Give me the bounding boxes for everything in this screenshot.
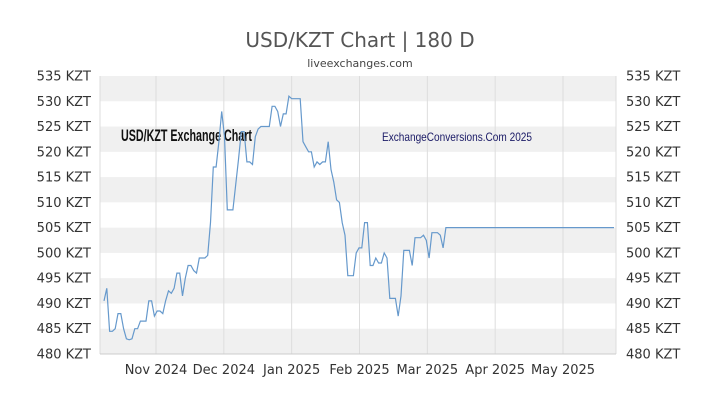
y-axis-left-labels: 480 KZT 485 KZT 490 KZT 495 KZT 500 KZT 505 K… — [37, 70, 91, 363]
y-tick-label-left: 485 KZT — [37, 322, 91, 337]
y-tick-label-left: 480 KZT — [37, 348, 91, 363]
grid-band — [100, 328, 616, 354]
x-tick-label: Mar 2025 — [396, 363, 458, 378]
grid-band — [100, 177, 616, 203]
grid-bands — [100, 76, 616, 354]
chart-watermark-title: USD/KZT Exchange Chart — [121, 126, 252, 145]
grid-band — [100, 76, 616, 102]
y-tick-label-right: 490 KZT — [626, 297, 680, 312]
y-tick-label-right: 530 KZT — [626, 95, 680, 110]
x-tick-label: Apr 2025 — [465, 363, 525, 378]
y-tick-label-right: 485 KZT — [626, 322, 680, 337]
x-tick-label: Feb 2025 — [329, 363, 389, 378]
x-tick-label: Nov 2024 — [125, 363, 188, 378]
y-tick-label-left: 510 KZT — [37, 196, 91, 211]
y-tick-label-left: 520 KZT — [37, 145, 91, 160]
y-tick-label-right: 510 KZT — [626, 196, 680, 211]
x-tick-label: May 2025 — [531, 363, 595, 378]
vertical-gridlines — [155, 76, 564, 354]
series-line — [103, 95, 614, 341]
x-tick-label: Dec 2024 — [193, 363, 255, 378]
chart-watermark-site: ExchangeConversions.Com 2025 — [382, 130, 532, 144]
y-tick-label-right: 515 KZT — [626, 171, 680, 186]
chart-title: USD/KZT Chart | 180 D — [245, 28, 474, 52]
y-tick-label-right: 535 KZT — [626, 70, 680, 85]
y-tick-label-right: 480 KZT — [626, 348, 680, 363]
y-tick-label-right: 520 KZT — [626, 145, 680, 160]
x-axis-labels: Nov 2024 Dec 2024 Jan 2025 Feb 2025 Mar 2025… — [125, 363, 595, 378]
y-tick-label-right: 495 KZT — [626, 272, 680, 287]
grid-band — [100, 278, 616, 304]
grid-band — [100, 126, 616, 152]
y-tick-label-left: 500 KZT — [37, 246, 91, 261]
y-tick-label-left: 505 KZT — [37, 221, 91, 236]
y-tick-label-right: 505 KZT — [626, 221, 680, 236]
y-tick-label-right: 525 KZT — [626, 120, 680, 135]
y-tick-label-left: 525 KZT — [37, 120, 91, 135]
y-axis-right-labels: 480 KZT 485 KZT 490 KZT 495 KZT 500 KZT 505 K… — [626, 70, 680, 363]
y-tick-label-right: 500 KZT — [626, 246, 680, 261]
chart-subtitle: liveexchanges.com — [307, 57, 412, 70]
y-tick-label-left: 490 KZT — [37, 297, 91, 312]
y-tick-label-left: 535 KZT — [37, 70, 91, 85]
y-tick-label-left: 495 KZT — [37, 272, 91, 287]
y-tick-label-left: 530 KZT — [37, 95, 91, 110]
x-tick-label: Jan 2025 — [262, 363, 320, 378]
y-tick-label-left: 515 KZT — [37, 171, 91, 186]
